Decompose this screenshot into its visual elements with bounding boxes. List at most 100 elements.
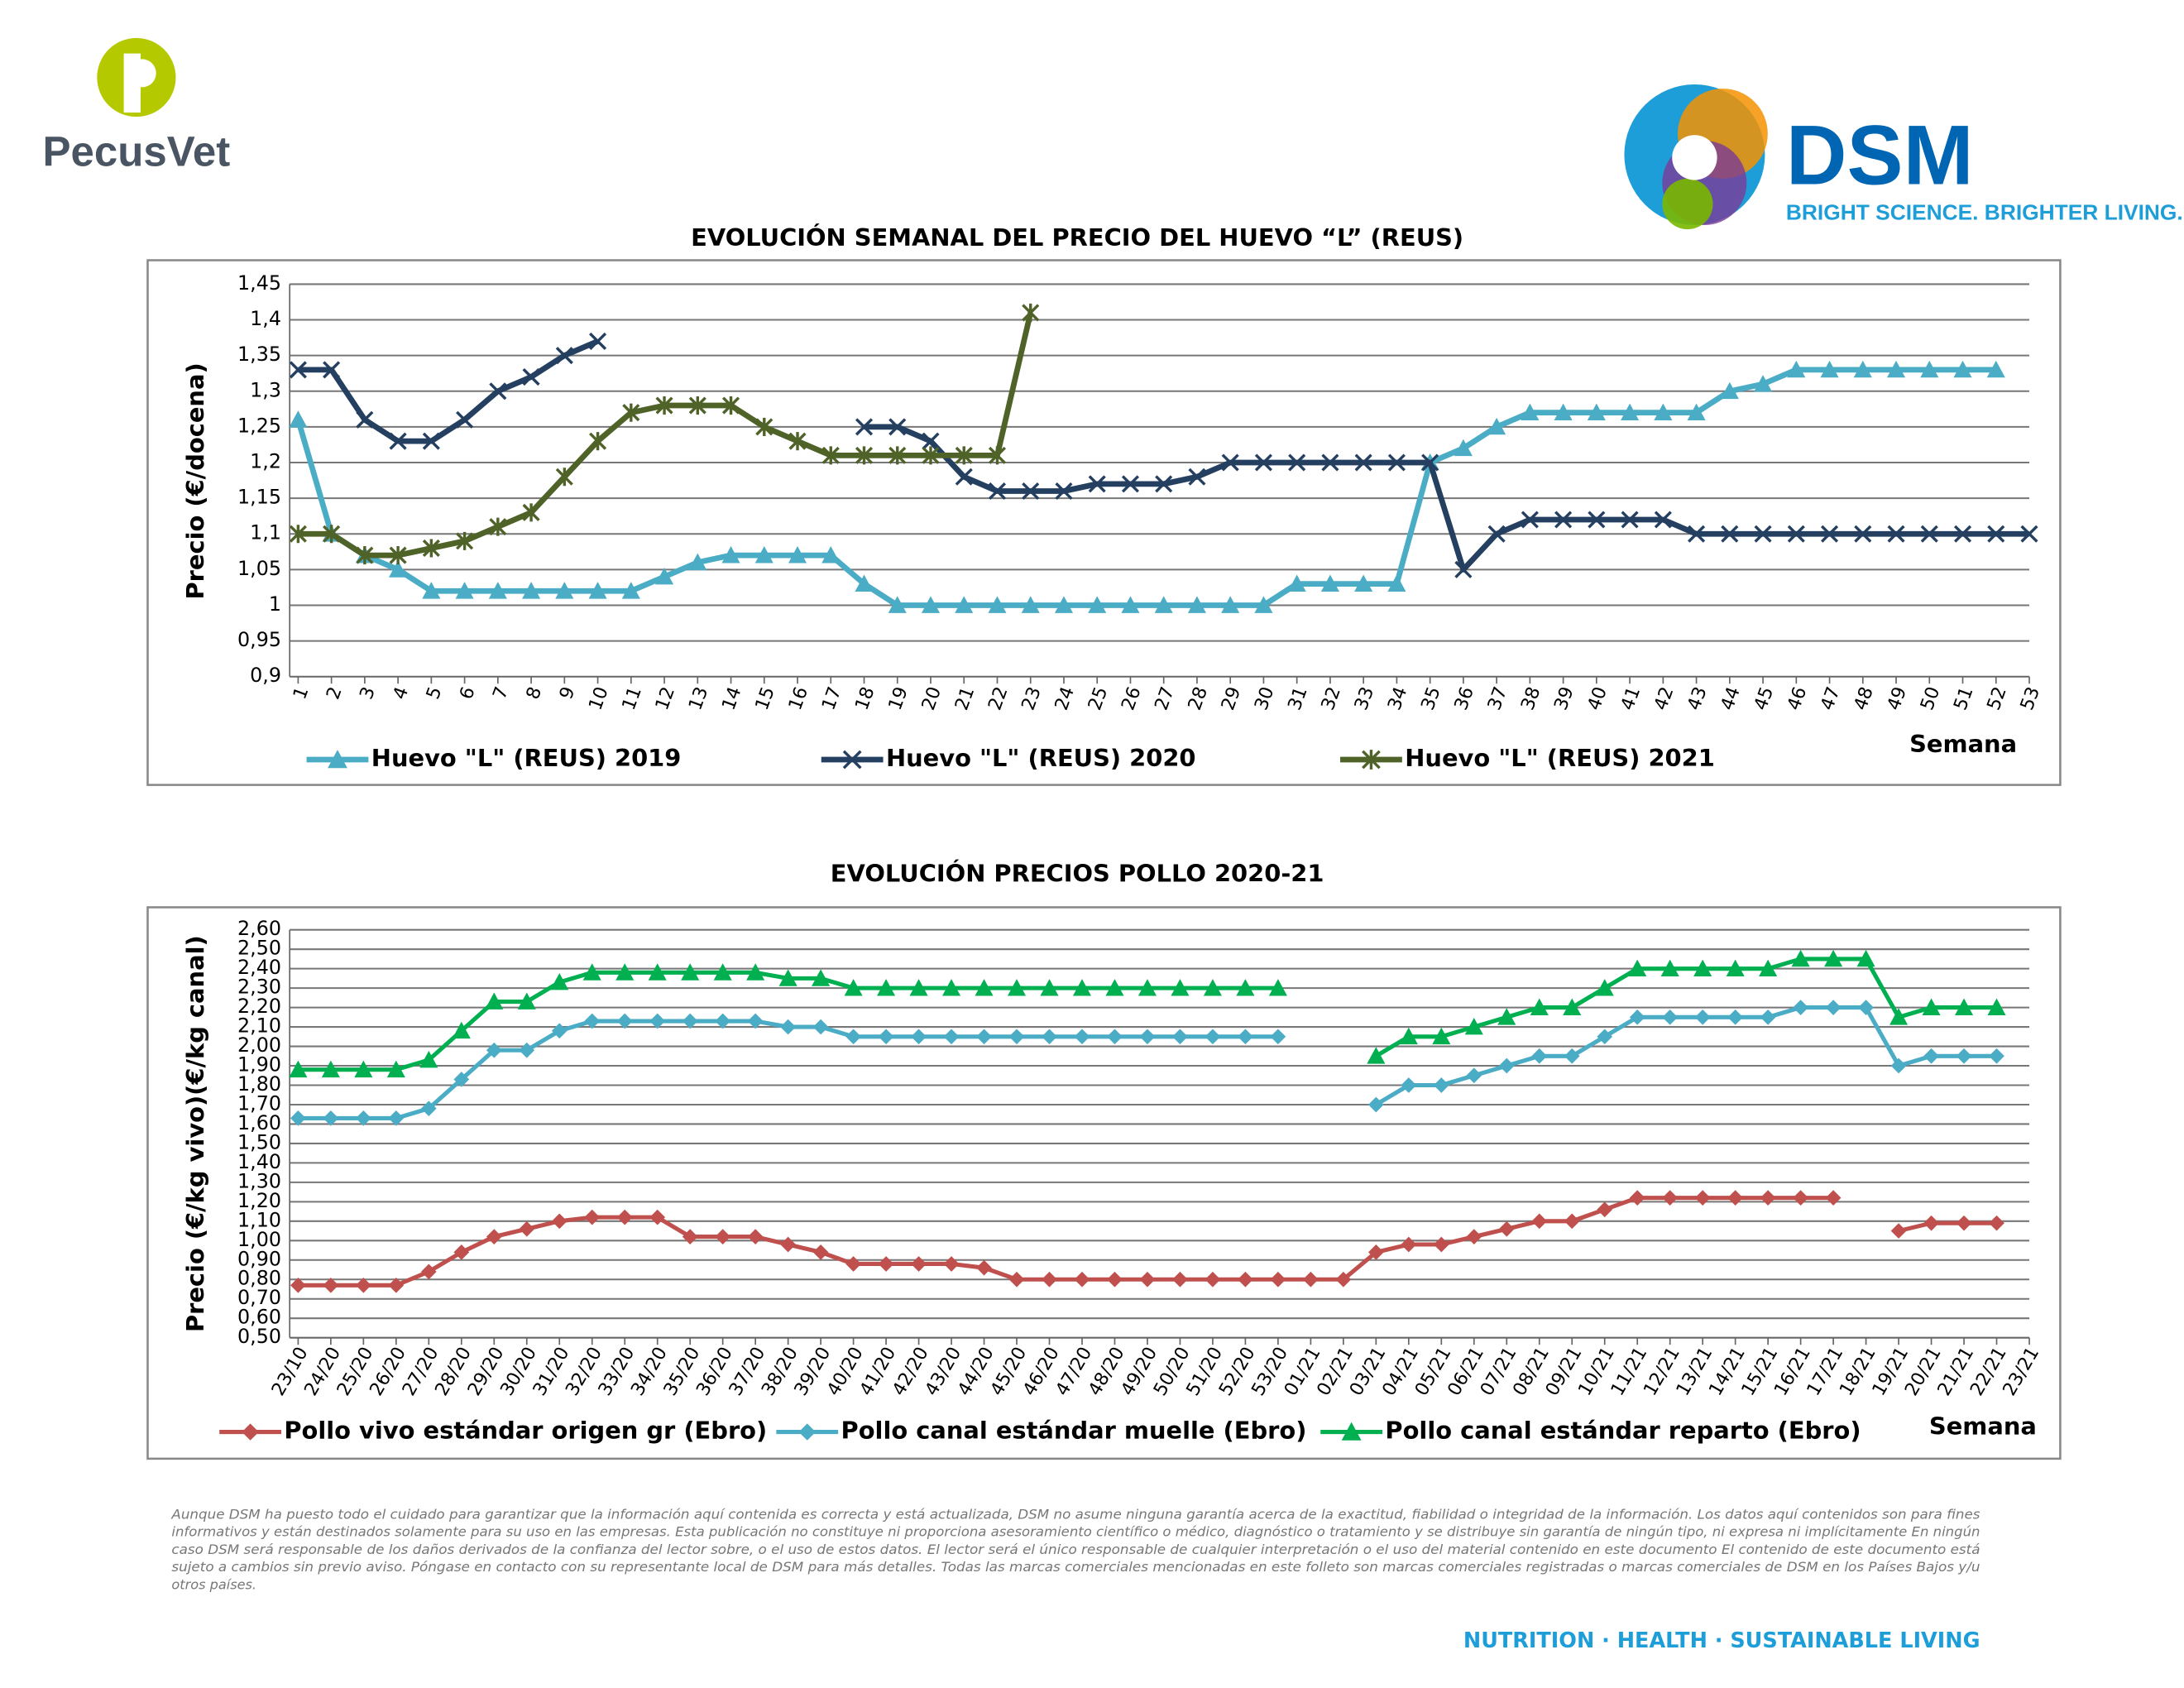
marker (1621, 511, 1639, 529)
marker (555, 468, 573, 487)
marker (1890, 1223, 1907, 1239)
marker (955, 446, 973, 465)
marker (522, 367, 540, 386)
marker (943, 1256, 960, 1272)
y-tick-label: 0,9 (250, 664, 281, 687)
marker (1221, 596, 1240, 613)
y-tick-label: 2,20 (237, 995, 281, 1018)
marker (921, 596, 941, 613)
marker (754, 546, 774, 563)
marker (1787, 360, 1806, 378)
y-tick-label: 1 (269, 592, 281, 616)
y-tick-label: 1,4 (250, 307, 281, 330)
marker (1787, 525, 1805, 543)
marker (386, 1060, 405, 1078)
marker (1203, 979, 1222, 996)
marker (1521, 403, 1540, 420)
marker (1497, 1008, 1516, 1025)
marker (422, 539, 440, 558)
legend-label: Huevo "L" (REUS) 2019 (371, 744, 682, 772)
marker (1464, 1018, 1483, 1035)
marker (955, 468, 973, 486)
marker (517, 992, 536, 1009)
logo-mark (127, 59, 156, 88)
marker (909, 979, 928, 996)
legend-label: Huevo "L" (REUS) 2021 (1405, 744, 1715, 772)
series-line (298, 338, 2030, 573)
marker (1824, 949, 1843, 967)
marker (1287, 574, 1306, 592)
marker (842, 750, 862, 770)
marker (955, 596, 974, 613)
marker (1354, 574, 1373, 592)
logo-mark (1662, 178, 1713, 230)
marker (1221, 453, 1239, 472)
marker (621, 582, 640, 599)
marker (1920, 360, 1939, 378)
marker (323, 1110, 339, 1126)
chart-title: EVOLUCIÓN PRECIOS POLLO 2020-21 (831, 859, 1324, 887)
x-axis-label: Semana (1909, 730, 2017, 758)
marker (356, 1110, 371, 1126)
marker (1754, 525, 1772, 543)
marker (389, 432, 407, 450)
marker (788, 432, 807, 451)
disclaimer-line: caso DSM será responsable de los daños d… (171, 1542, 1980, 1557)
chart-frame (146, 259, 2062, 786)
marker (1654, 403, 1673, 420)
marker (1138, 979, 1157, 996)
marker (589, 332, 607, 350)
marker (845, 1256, 861, 1272)
marker (1587, 403, 1606, 420)
marker (1367, 1096, 1384, 1113)
marker (389, 560, 408, 578)
pecusvet-logo: PecusVet (43, 37, 231, 175)
marker (522, 503, 540, 522)
tagline: BRIGHT SCIENCE. BRIGHTER LIVING. (1786, 199, 2183, 224)
marker (289, 410, 308, 428)
disclaimer-line: Aunque DSM ha puesto todo el cuidado par… (170, 1506, 1980, 1522)
marker (878, 1256, 894, 1272)
marker (922, 432, 940, 450)
marker (1155, 475, 1173, 493)
marker (1399, 1027, 1418, 1045)
marker (1487, 525, 1506, 543)
marker (844, 979, 863, 996)
y-tick-label: 1,2 (250, 450, 281, 473)
disclaimer-line: otros países. (171, 1576, 256, 1592)
marker (1853, 360, 1872, 378)
marker (1597, 1201, 1613, 1218)
marker (1986, 360, 2005, 378)
marker (877, 979, 896, 996)
marker (788, 546, 807, 563)
marker (1662, 1009, 1679, 1025)
y-tick-label: 1,25 (237, 414, 281, 437)
marker (988, 446, 1007, 465)
y-tick-label: 2,30 (237, 976, 281, 999)
marker (1721, 525, 1739, 543)
marker (780, 1236, 796, 1253)
y-tick-label: 2,50 (237, 937, 281, 960)
marker (888, 596, 907, 613)
marker (1521, 511, 1539, 529)
chart-title: EVOLUCIÓN SEMANAL DEL PRECIO DEL HUEVO “… (691, 223, 1463, 252)
marker (1858, 1000, 1874, 1015)
marker (655, 567, 674, 585)
marker (1564, 1048, 1580, 1064)
marker (1727, 1009, 1744, 1025)
marker (1923, 1048, 1939, 1064)
marker (489, 382, 507, 400)
y-tick-label: 1,20 (237, 1189, 281, 1212)
marker (1820, 525, 1839, 543)
marker (1890, 1057, 1907, 1074)
marker (289, 525, 307, 544)
marker (1421, 453, 1439, 472)
marker (321, 1060, 340, 1078)
y-tick-label: 0,90 (237, 1247, 281, 1270)
logo-text: PecusVet (43, 128, 231, 175)
marker (550, 973, 569, 990)
marker (289, 1060, 308, 1078)
marker (456, 531, 474, 550)
marker (1595, 979, 1614, 996)
